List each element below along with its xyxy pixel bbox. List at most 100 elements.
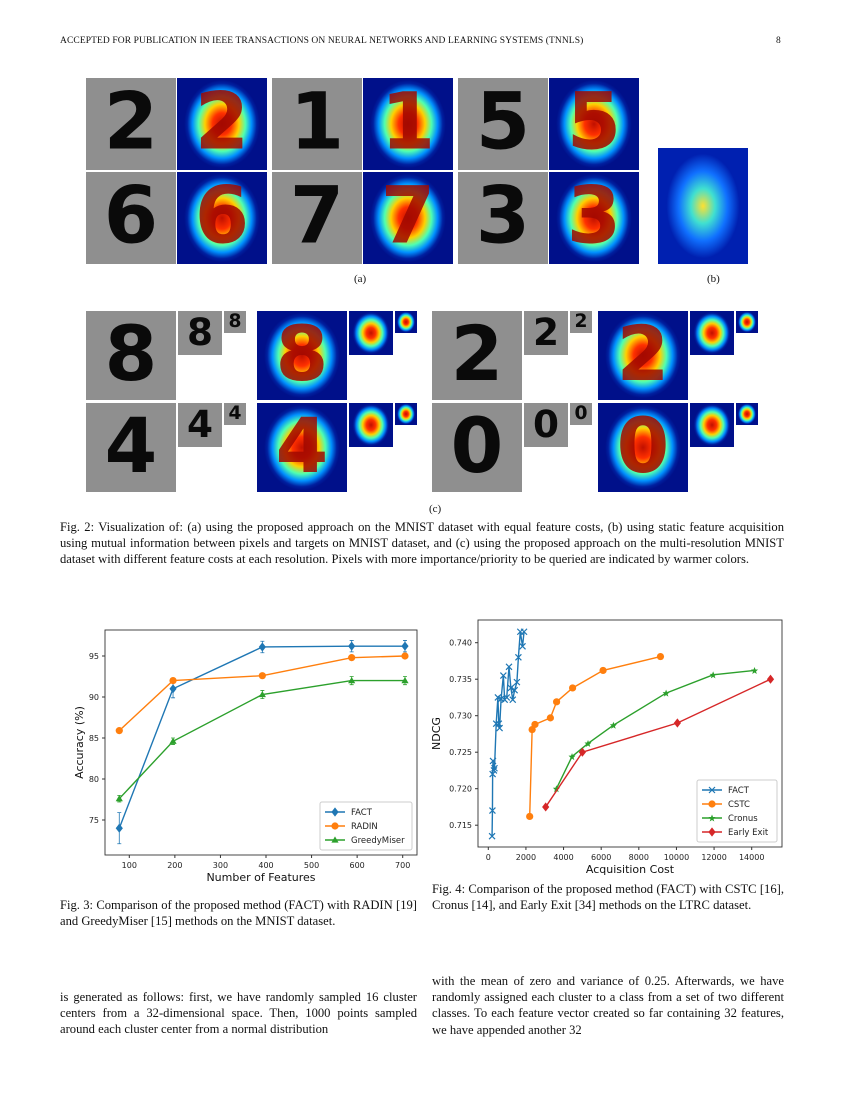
multires-digit-image: 2 [432, 311, 522, 400]
data-point [169, 684, 177, 694]
data-point [520, 628, 528, 636]
data-point [505, 663, 513, 671]
data-point [766, 674, 775, 684]
digit-glyph: 7 [380, 172, 436, 262]
data-point [331, 836, 339, 843]
data-point [491, 764, 498, 772]
data-point [656, 652, 665, 661]
multires-digit-quarter: 8 [224, 311, 246, 333]
data-point [492, 720, 500, 728]
digit-glyph: 2 [450, 311, 504, 398]
data-point [546, 714, 554, 722]
x-tick-label: 400 [258, 861, 273, 870]
digit-glyph: 3 [475, 172, 531, 262]
data-point [401, 652, 409, 660]
figure-4-caption: Fig. 4: Comparison of the proposed metho… [432, 882, 784, 913]
y-tick-label: 0.740 [449, 639, 472, 648]
multires-heatmap-half [690, 403, 734, 447]
data-point [258, 672, 266, 680]
data-point [568, 684, 577, 692]
x-tick-label: 700 [395, 861, 410, 870]
x-tick-label: 8000 [629, 853, 649, 862]
data-point [673, 718, 681, 728]
legend-box [696, 779, 778, 843]
digit-glyph: 5 [475, 78, 531, 168]
digit-glyph: 2 [194, 78, 250, 168]
multires-heatmap: 4 [257, 403, 347, 492]
digit-glyph: 6 [103, 172, 159, 262]
legend-label: CSTC [728, 800, 750, 810]
series-line [545, 678, 771, 808]
multires-heatmap: 8 [257, 311, 347, 400]
multires-digit-quarter: 4 [224, 403, 246, 425]
x-tick-label: 4000 [553, 853, 573, 862]
digit-glyph: 7 [289, 172, 345, 262]
y-tick-label: 85 [89, 734, 99, 743]
data-point [115, 795, 123, 802]
legend: FACT RADIN GreedyMiser [319, 801, 413, 851]
data-point [401, 677, 409, 684]
y-axis-label: NDCG [430, 717, 443, 750]
series-early-exit [542, 674, 775, 812]
digit-glyph: 1 [380, 78, 436, 168]
data-point [258, 690, 266, 698]
mnist-digit-image: 5 [458, 78, 548, 170]
multires-heatmap-half [690, 311, 734, 355]
multires-digit-half: 8 [178, 311, 222, 355]
series-cstc [526, 652, 665, 821]
digit-glyph: 0 [574, 403, 588, 425]
series-fact [488, 628, 528, 840]
x-tick-label: 12000 [701, 853, 726, 862]
series-cronus [552, 666, 759, 793]
data-point [511, 686, 519, 694]
data-point [115, 727, 123, 735]
data-point [503, 694, 511, 701]
data-point [496, 724, 504, 732]
multires-digit-half: 2 [524, 311, 568, 355]
body-text-left: is generated as follows: first, we have … [60, 990, 417, 1037]
y-axis-label: Accuracy (%) [73, 706, 86, 779]
y-tick-label: 0.720 [449, 785, 472, 794]
y-tick-label: 95 [89, 652, 99, 661]
importance-heatmap: 2 [177, 78, 267, 170]
page-number: 8 [776, 36, 781, 46]
data-point [348, 641, 356, 651]
data-point [708, 827, 716, 837]
x-tick-label: 200 [167, 861, 182, 870]
digit-glyph: 2 [532, 311, 560, 355]
legend-label: Early Exit [728, 828, 769, 838]
y-tick-label: 0.725 [449, 748, 472, 757]
multires-heatmap-half [349, 403, 393, 447]
body-text-right: with the mean of zero and variance of 0.… [432, 974, 784, 1037]
series-greedymiser [115, 676, 409, 803]
multires-digit-quarter: 0 [570, 403, 592, 425]
data-point [348, 677, 356, 684]
y-tick-label: 90 [89, 693, 99, 702]
data-point [552, 698, 561, 706]
data-point [488, 832, 496, 840]
x-axis-label: Number of Features [206, 871, 315, 884]
data-point [169, 737, 177, 744]
importance-heatmap: 6 [177, 172, 267, 264]
data-point [348, 654, 356, 662]
multires-digit-image: 8 [86, 311, 176, 400]
chart-4: 0 2000 4000 6000 8000 10000 12000 14000 0.715 0.7… [430, 619, 783, 876]
digit-glyph: 8 [186, 311, 214, 355]
series-line [528, 655, 661, 817]
x-tick-label: 2000 [516, 853, 536, 862]
multires-heatmap-quarter [395, 403, 417, 425]
series-line [491, 631, 525, 837]
digit-glyph: 0 [616, 403, 670, 490]
data-point [258, 642, 266, 652]
x-tick-label: 600 [349, 861, 364, 870]
mnist-digit-image: 3 [458, 172, 548, 264]
data-point [115, 823, 123, 833]
digit-glyph: 4 [228, 403, 242, 425]
digit-glyph: 0 [450, 403, 504, 490]
series-fact [115, 640, 409, 845]
data-point [509, 696, 517, 704]
multires-digit-quarter: 2 [570, 311, 592, 333]
multires-heatmap: 0 [598, 403, 688, 492]
